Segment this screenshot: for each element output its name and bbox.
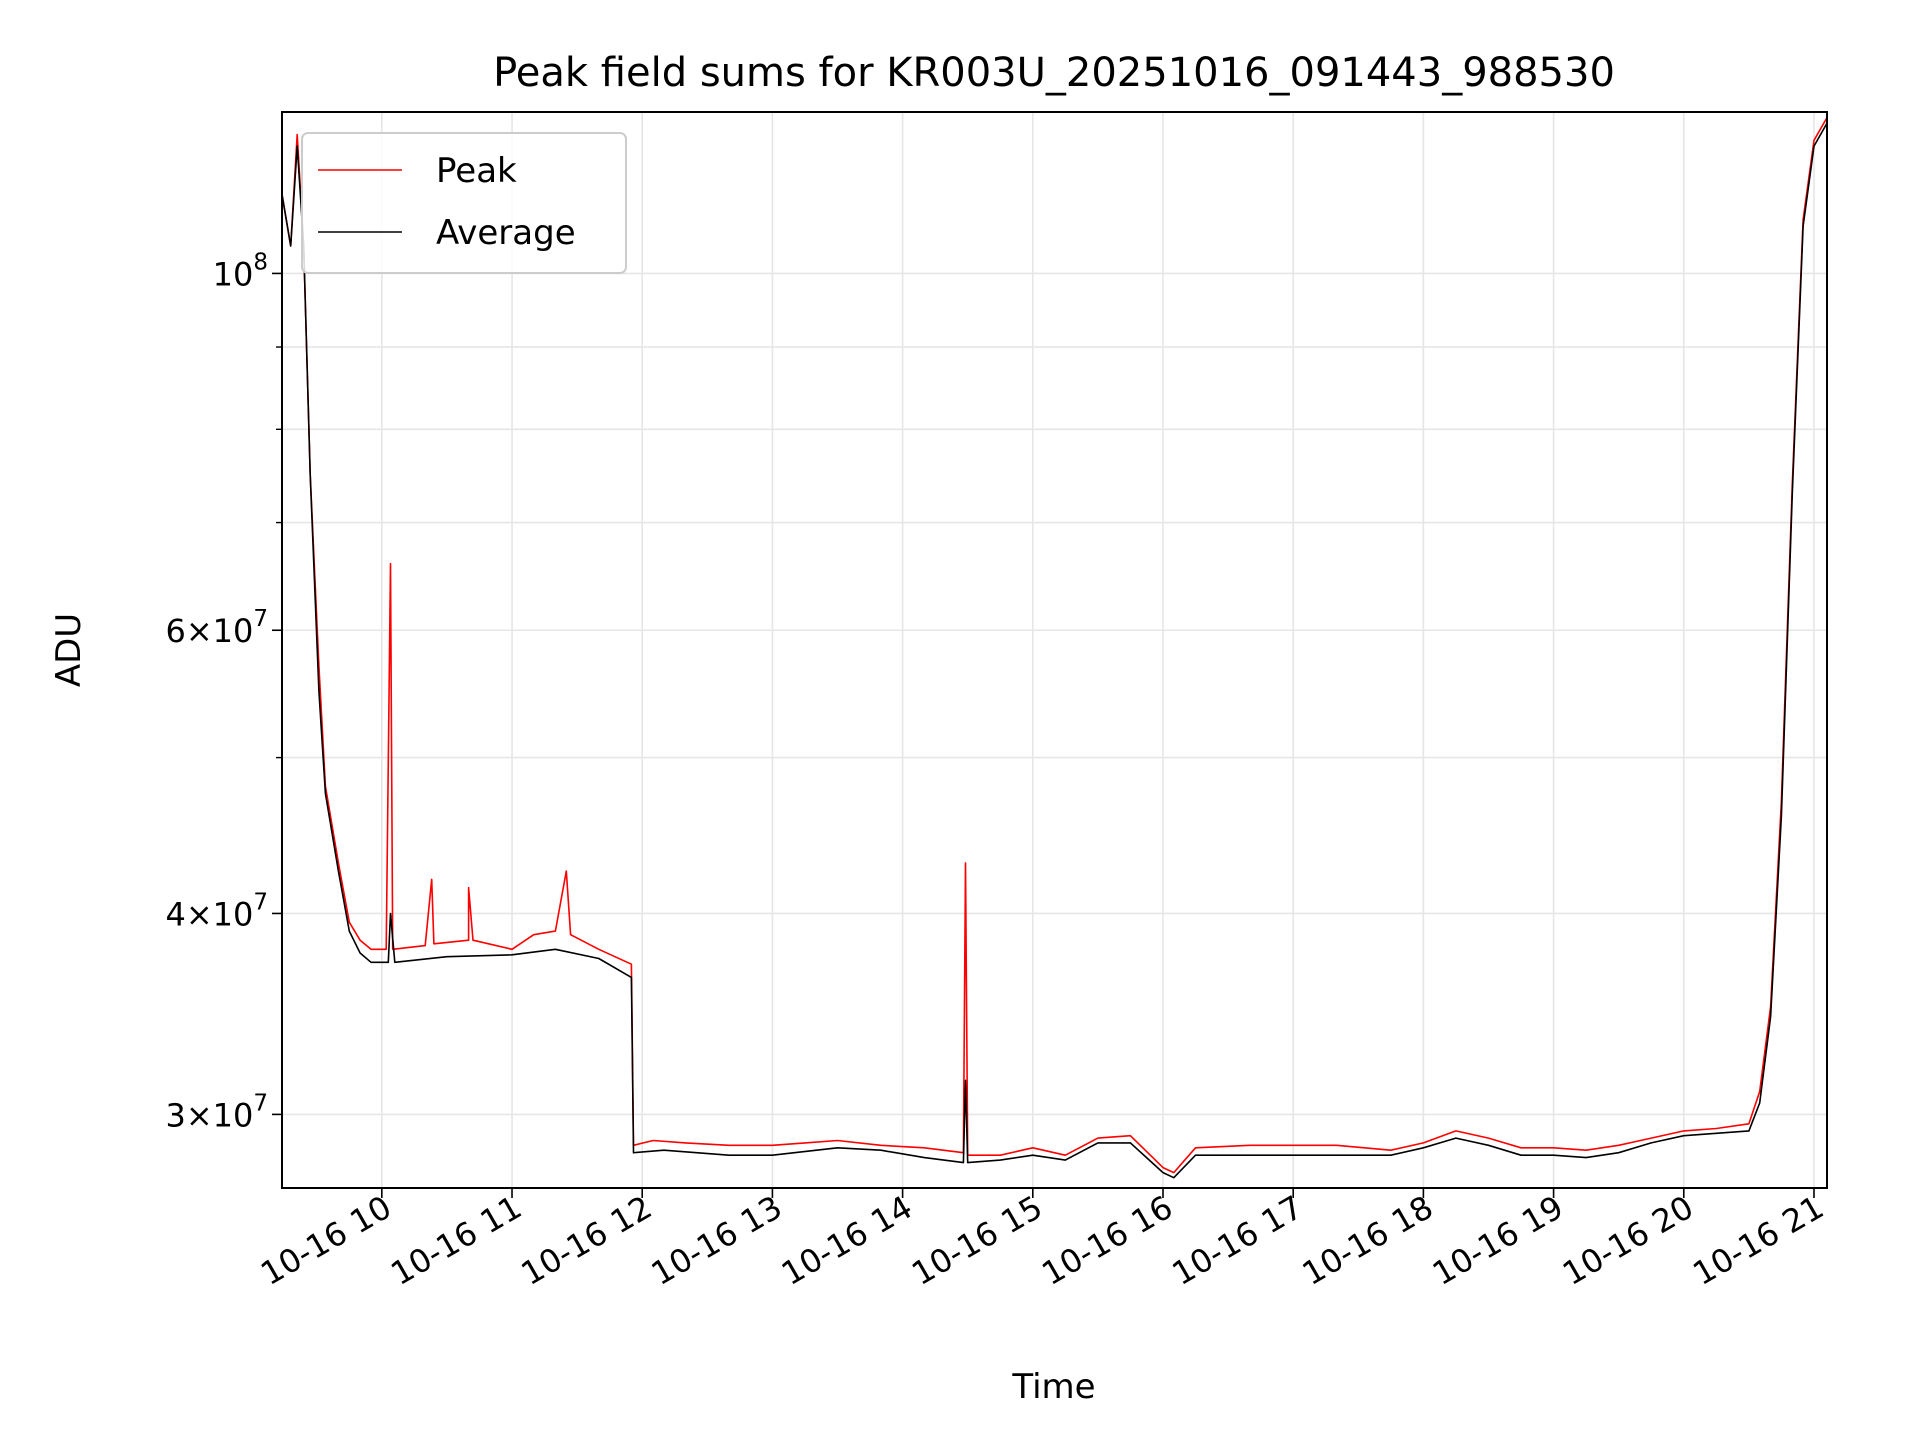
y-tick-exponent: 7 — [253, 1090, 268, 1116]
y-tick-label: 6×107 — [165, 606, 268, 650]
y-tick-mantissa: 6× — [165, 612, 212, 650]
legend-box — [301, 132, 627, 274]
chart-title: Peak field sums for KR003U_20251016_0914… — [493, 50, 1615, 96]
grid — [282, 112, 1827, 1188]
legend-peak-label: Peak — [436, 151, 517, 191]
y-tick-mantissa: 4× — [165, 895, 212, 933]
series-line-average — [282, 122, 1827, 1179]
y-tick-label: 4×107 — [165, 889, 268, 933]
y-tick-base: 10 — [213, 1096, 254, 1134]
y-tick-label: 3×107 — [165, 1090, 268, 1134]
plot-frame — [281, 111, 1828, 1189]
y-tick-base: 10 — [213, 612, 254, 650]
legend: Peak Average — [301, 132, 627, 274]
series-line-peak — [282, 117, 1827, 1174]
y-tick-label: 108 — [213, 249, 268, 293]
series-layer — [282, 117, 1827, 1179]
legend-average-label: Average — [436, 213, 576, 253]
y-tick-base: 10 — [213, 255, 254, 293]
y-tick-exponent: 7 — [253, 889, 268, 915]
x-axis-label: Time — [1011, 1367, 1095, 1407]
plot-area — [282, 112, 1827, 1188]
y-tick-base: 10 — [213, 895, 254, 933]
y-tick-mantissa: 3× — [165, 1096, 212, 1134]
y-tick-exponent: 7 — [253, 606, 268, 632]
y-tick-exponent: 8 — [253, 249, 268, 275]
y-axis-label: ADU — [49, 613, 89, 687]
